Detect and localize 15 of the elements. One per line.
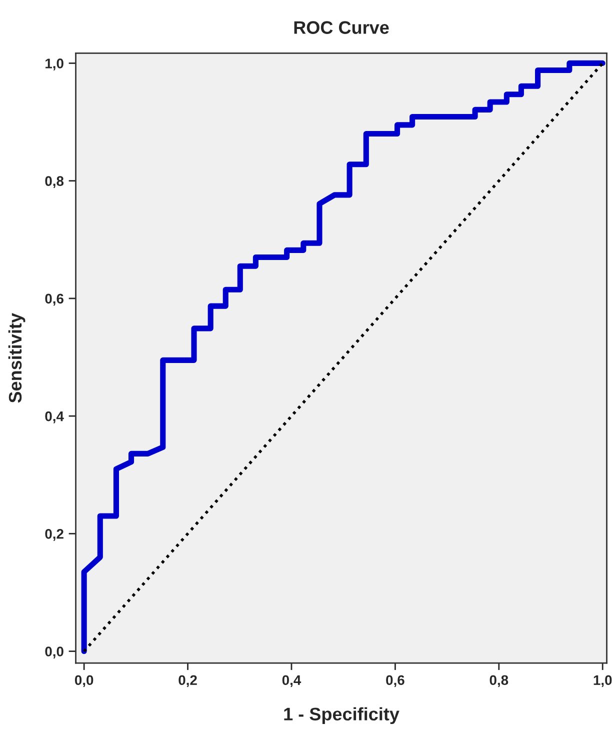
y-tick-label: 0,6 [45, 294, 64, 306]
x-axis-title: 1 - Specificity [284, 707, 400, 724]
y-tick-label: 0,2 [45, 528, 64, 541]
y-tick-label: 1,0 [46, 58, 64, 70]
x-tick-label: 1,0 [594, 675, 612, 688]
y-tick-label: 0,4 [45, 411, 64, 424]
x-tick-label: 0,6 [386, 675, 404, 688]
y-tick-label: 0,8 [45, 176, 64, 188]
x-tick-label: 0,2 [178, 675, 197, 688]
y-tick-label: 0,0 [45, 646, 64, 658]
x-tick-label: 0,8 [490, 675, 508, 688]
x-tick-label: 0,4 [282, 675, 302, 688]
y-axis-title: Sensitivity [8, 313, 26, 403]
chart-title: ROC Curve [294, 21, 389, 34]
x-tick-label: 0,0 [74, 675, 94, 688]
